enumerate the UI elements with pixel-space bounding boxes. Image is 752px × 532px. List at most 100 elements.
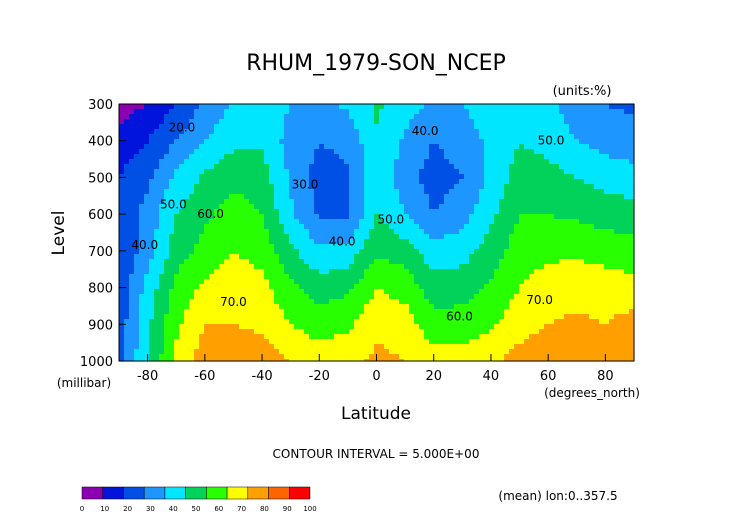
field-cell (404, 134, 480, 140)
colorbar-label: 60 (214, 505, 223, 513)
field-cell (414, 319, 500, 325)
field-cell (304, 289, 350, 295)
field-cell (174, 354, 195, 360)
field-cell (484, 234, 510, 240)
field-cell (219, 264, 255, 270)
field-cell (209, 134, 285, 140)
field-cell (394, 229, 425, 235)
field-cell (399, 354, 505, 360)
field-cell (609, 319, 635, 325)
field-cell (129, 289, 145, 295)
field-cell (404, 264, 430, 270)
field-cell (199, 104, 230, 110)
field-cell (364, 169, 395, 175)
field-cell (514, 224, 595, 230)
field-cell (119, 229, 140, 235)
field-cell (469, 254, 505, 260)
field-cell (484, 184, 505, 190)
field-cell (134, 109, 170, 115)
field-cell (554, 319, 600, 325)
field-cell (494, 214, 520, 220)
field-cell (159, 359, 175, 362)
field-cell (489, 229, 515, 235)
field-cell (504, 314, 565, 320)
field-cell (149, 139, 175, 145)
field-cell (169, 239, 200, 245)
field-cell (119, 279, 130, 285)
field-cell (119, 199, 145, 205)
field-cell (169, 234, 200, 240)
field-cell (294, 279, 360, 285)
field-cell (564, 119, 635, 125)
field-cell (284, 124, 355, 130)
field-cell (374, 119, 380, 125)
field-cell (154, 249, 170, 255)
field-cell (414, 274, 495, 280)
field-cell (349, 289, 375, 295)
field-cell (484, 144, 520, 150)
y-tick-label: 300 (88, 98, 113, 113)
field-cell (484, 284, 520, 290)
field-cell (134, 154, 165, 160)
field-cell (204, 224, 265, 230)
field-cell (469, 259, 500, 265)
field-cell (149, 329, 165, 335)
field-cell (589, 314, 615, 320)
field-cell (134, 349, 150, 355)
field-cell (139, 234, 155, 240)
y-tick-label: 700 (88, 245, 113, 260)
field-cell (294, 204, 315, 210)
footnote: (mean) lon:0..357.5 (498, 489, 617, 503)
units-label: (units:%) (553, 84, 612, 99)
field-cell (374, 104, 385, 110)
field-cell (434, 304, 455, 310)
field-cell (574, 134, 635, 140)
contour-label: 40.0 (329, 234, 356, 248)
field-cell (474, 294, 515, 300)
field-cell (289, 179, 310, 185)
field-cell (624, 109, 635, 115)
field-cell (159, 354, 175, 360)
field-cell (429, 264, 460, 270)
field-cell (364, 149, 400, 155)
field-cell (409, 269, 495, 275)
field-cell (509, 244, 635, 250)
field-cell (279, 349, 375, 355)
field-cell (119, 284, 130, 290)
field-cell (264, 219, 280, 225)
field-cell (284, 159, 315, 165)
field-cell (264, 159, 285, 165)
field-cell (139, 219, 160, 225)
field-cell (229, 104, 290, 110)
field-cell (149, 189, 165, 195)
field-cell (319, 269, 330, 275)
field-cell (284, 119, 355, 125)
field-cell (469, 109, 560, 115)
field-cell (399, 194, 430, 200)
field-cell (594, 184, 635, 190)
field-cell (199, 339, 270, 345)
contour-interval: CONTOUR INTERVAL = 5.000E+00 (273, 447, 480, 461)
field-cell (194, 354, 285, 360)
contour-label: 20.0 (169, 121, 196, 135)
field-cell (179, 324, 205, 330)
field-cell (179, 264, 220, 270)
field-cell (279, 139, 360, 145)
field-cell (519, 214, 555, 220)
field-cell (584, 259, 635, 265)
field-cell (139, 249, 155, 255)
field-cell (284, 314, 360, 320)
field-cell (189, 254, 230, 260)
field-cell (454, 164, 485, 170)
field-cell (374, 294, 390, 300)
field-cell (359, 224, 375, 230)
field-cell (494, 324, 545, 330)
field-cell (164, 189, 195, 195)
colorbar-label: 70 (237, 505, 246, 513)
field-cell (294, 209, 315, 215)
field-cell (229, 254, 240, 260)
field-cell (174, 219, 210, 225)
field-cell (119, 319, 125, 325)
field-cell (499, 204, 635, 210)
field-cell (374, 114, 380, 120)
